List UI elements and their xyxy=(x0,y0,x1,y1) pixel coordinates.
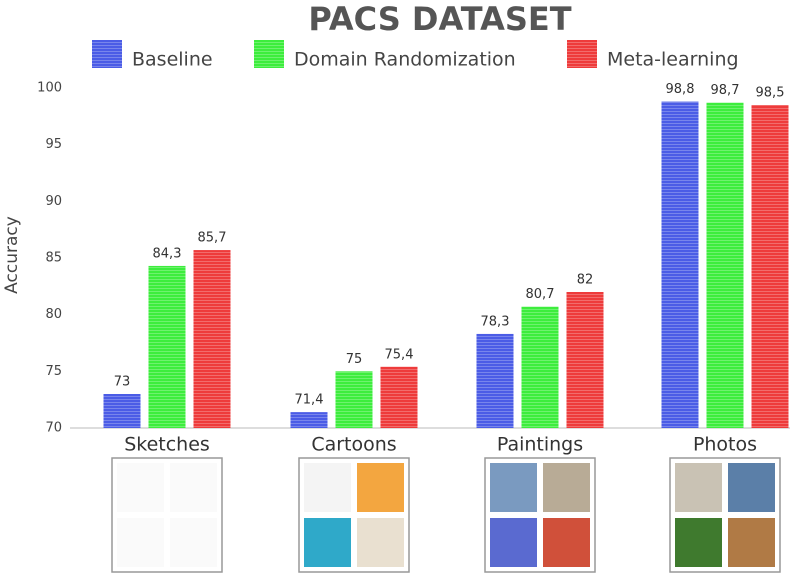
x-tick-label: Photos xyxy=(693,434,757,456)
thumbnail-image xyxy=(543,463,590,512)
bar-texture xyxy=(335,371,373,428)
thumbnail-image xyxy=(117,518,164,567)
legend-swatch-texture xyxy=(567,40,597,68)
thumbnail-image xyxy=(490,463,537,512)
bar-texture xyxy=(521,306,559,428)
legend-swatch-texture xyxy=(92,40,122,68)
y-tick-label: 70 xyxy=(45,421,62,436)
y-tick-label: 100 xyxy=(37,81,62,96)
value-label: 98,7 xyxy=(711,83,740,98)
value-label: 73 xyxy=(114,375,131,390)
value-label: 80,7 xyxy=(526,287,555,302)
bar-texture xyxy=(103,394,141,428)
bar-texture xyxy=(476,333,514,428)
thumbnail-image xyxy=(728,518,775,567)
thumbnail-image xyxy=(304,463,351,512)
bar-texture xyxy=(566,292,604,428)
y-tick-label: 95 xyxy=(45,137,62,152)
bar-texture xyxy=(148,265,186,428)
bar-texture xyxy=(706,102,744,428)
value-label: 85,7 xyxy=(198,231,227,246)
x-tick-label: Cartoons xyxy=(311,434,396,456)
thumbnail-image xyxy=(543,518,590,567)
legend-label: Meta-learning xyxy=(607,49,739,71)
thumbnail-image xyxy=(728,463,775,512)
thumbnail-image xyxy=(675,518,722,567)
x-tick-label: Paintings xyxy=(497,434,583,456)
legend-label: Baseline xyxy=(132,49,213,71)
value-label: 82 xyxy=(577,273,594,288)
bar-texture xyxy=(751,105,789,428)
x-tick-label: Sketches xyxy=(124,434,210,456)
chart-title: PACS DATASET xyxy=(308,0,571,38)
legend-label: Domain Randomization xyxy=(294,49,516,71)
y-tick-label: 80 xyxy=(45,307,62,322)
value-label: 78,3 xyxy=(481,314,510,329)
value-label: 75,4 xyxy=(385,347,414,362)
bar-texture xyxy=(193,250,231,428)
y-tick-label: 85 xyxy=(45,251,62,266)
value-label: 84,3 xyxy=(153,246,182,261)
bar-texture xyxy=(380,366,418,428)
value-label: 98,8 xyxy=(666,82,695,97)
value-label: 98,5 xyxy=(756,86,785,101)
thumbnail-image xyxy=(170,463,217,512)
y-tick-label: 90 xyxy=(45,194,62,209)
value-label: 71,4 xyxy=(295,393,324,408)
legend-swatch-texture xyxy=(254,40,284,68)
thumbnail-image xyxy=(357,463,404,512)
thumbnail-image xyxy=(117,463,164,512)
thumbnail-image xyxy=(304,518,351,567)
thumbnail-image xyxy=(490,518,537,567)
bar-texture xyxy=(661,101,699,428)
y-tick-label: 75 xyxy=(45,364,62,379)
thumbnail-image xyxy=(675,463,722,512)
value-label: 75 xyxy=(346,352,363,367)
y-axis-label: Accuracy xyxy=(2,216,22,294)
thumbnail-image xyxy=(357,518,404,567)
thumbnail-image xyxy=(170,518,217,567)
bar-texture xyxy=(290,412,328,428)
